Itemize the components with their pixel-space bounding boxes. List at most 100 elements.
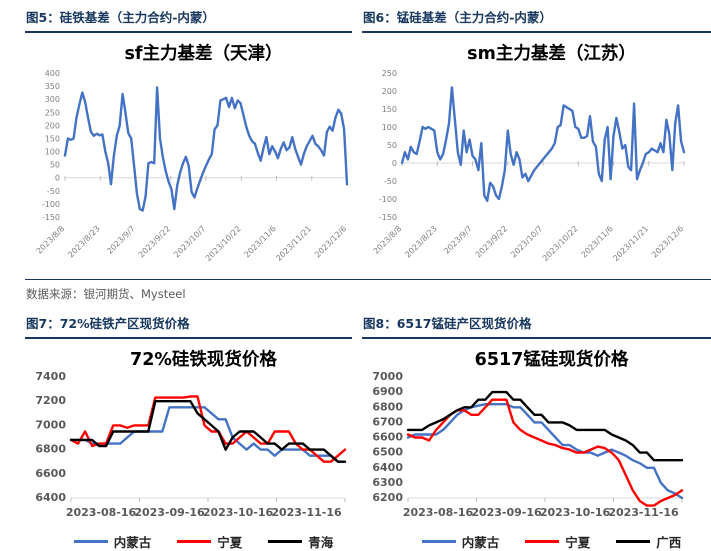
y-axis-tick-label: 100 [382,123,397,132]
x-axis-tick-label: 2023/12/6 [313,224,348,259]
data-source-text: 数据来源：银河期货、Mysteel [26,287,186,301]
y-axis-tick-label: 300 [45,95,60,104]
legend-line-swatch [177,540,212,543]
x-axis-tick-label: 2023-11-16 [271,506,342,519]
y-axis-tick-label: 6300 [372,476,403,489]
legend-item-内蒙古: 内蒙古 [73,532,152,551]
legend-line-swatch [616,540,651,543]
x-axis-tick-label: 2023-09-16 [134,506,205,519]
line-series-广西 [406,390,684,462]
legend-label: 宁夏 [217,535,243,550]
x-axis-tick-label: 2023/8/8 [35,224,67,256]
x-axis-tick-label: 2023/9/22 [137,224,172,259]
y-axis-tick-label: -150 [42,213,60,222]
figure6-label: 图6：锰硅基差（主力合约-内蒙） [362,4,711,33]
line-series-basis [400,86,686,203]
line-series-内蒙古 [406,403,684,500]
legend-item-内蒙古: 内蒙古 [421,532,500,551]
data-source-note: 数据来源：银河期货、Mysteel [25,279,711,306]
y-axis-tick-label: 7000 [35,418,66,431]
sf-spot-price-chart-title: 72%硅铁现货价格 [130,350,277,370]
y-axis-tick-label: 250 [45,108,60,117]
x-axis-tick-label: 2023/12/6 [650,224,685,259]
figure-7-block: 图7：72%硅铁产区现货价格 72%硅铁现货价格 7400 7200 7000 680… [25,310,352,551]
x-axis-tick-label: 2023/9/7 [105,224,137,256]
y-axis-tick-label: 6800 [372,400,403,413]
x-axis-tick-label: 2023-08-16 [66,506,137,519]
y-axis-tick-label: 6700 [372,415,403,428]
sm-spot-price-line-chart: 7000690068006700660065006400630062002023… [372,371,684,519]
y-axis-tick-label: 6500 [372,446,403,459]
y-axis-tick-label: 7200 [35,394,66,407]
sm-basis-chart-title: sm主力基差（江苏） [467,44,636,64]
legend-line-swatch [525,540,560,543]
y-axis-tick-label: -50 [47,187,60,196]
y-axis-tick-label: 150 [45,135,60,144]
top-figures-row: 图5：硅铁基差（主力合约-内蒙） sf主力基差（天津） 400 350 300 250… [0,4,711,265]
x-axis-tick-label: 2023-10-16 [203,506,274,519]
x-axis-tick-label: 2023/8/8 [372,224,404,256]
x-axis-tick-label: 2023/11/6 [580,224,615,259]
x-axis-tick-label: 2023/9/7 [442,224,474,256]
figure-5-block: 图5：硅铁基差（主力合约-内蒙） sf主力基差（天津） 400 350 300 250… [25,4,352,265]
y-axis-tick-label: -50 [384,177,397,186]
sm-spot-price-legend: 内蒙古 宁夏 广西 [362,532,711,551]
y-axis-tick-label: 100 [45,148,60,157]
y-axis-tick-label: 6800 [35,443,66,456]
x-axis-tick-label: 2023-11-16 [608,506,679,519]
legend-item-宁夏: 宁夏 [525,532,590,551]
y-axis-tick-label: 200 [382,87,397,96]
y-axis-tick-label: -100 [379,195,397,204]
y-axis-tick-label: 7400 [35,371,66,383]
legend-item-青海: 青海 [268,532,333,551]
y-axis-tick-label: 0 [55,174,60,183]
bottom-figures-row: 图7：72%硅铁产区现货价格 72%硅铁现货价格 7400 7200 7000 680… [0,310,711,551]
line-series-宁夏 [69,395,347,463]
x-axis-tick-label: 2023/9/22 [474,224,509,259]
x-axis-tick-label: 2023/11/21 [611,224,650,263]
x-axis-tick-label: 2023/10/22 [204,224,243,263]
y-axis-tick-label: 7000 [372,371,403,383]
y-axis-tick-label: 6600 [35,467,66,480]
y-axis-tick-label: 150 [382,105,397,114]
legend-label: 内蒙古 [113,535,152,550]
y-axis-tick-label: 50 [50,161,60,170]
sm-spot-price-chart-title: 6517锰硅现货价格 [474,350,629,370]
legend-label: 宁夏 [565,535,591,550]
legend-label: 青海 [308,535,334,550]
x-axis-tick-label: 2023/11/21 [274,224,313,263]
sf-spot-price-legend: 内蒙古 宁夏 青海 [25,532,352,551]
sf-spot-price-line-chart: 7400 7200 7000 6800 6600 64002023-08-162023-0… [35,371,347,519]
legend-line-swatch [73,540,108,543]
sf-basis-chart-title: sf主力基差（天津） [124,44,283,64]
x-axis-tick-label: 2023-09-16 [471,506,542,519]
x-axis-tick-label: 2023/10/7 [172,224,207,259]
y-axis-tick-label: -150 [379,213,397,222]
legend-item-广西: 广西 [616,532,681,551]
legend-label: 广西 [656,535,682,550]
y-axis-tick-label: 0 [392,159,397,168]
x-axis-tick-label: 2023/10/22 [541,224,580,263]
y-axis-tick-label: 200 [45,121,60,130]
y-axis-tick-label: 6400 [372,461,403,474]
x-axis-tick-label: 2023/11/6 [243,224,278,259]
y-axis-tick-label: 50 [387,141,397,150]
line-series-青海 [69,400,347,463]
y-axis-tick-label: 250 [382,69,397,78]
line-series-内蒙古 [69,406,347,463]
x-axis-tick-label: 2023-08-16 [403,506,474,519]
legend-line-swatch [421,540,456,543]
y-axis-tick-label: -100 [42,200,60,209]
line-series-basis [63,86,349,212]
sm-basis-line-chart: 250 200 150 100 50 0 -50 -100 -150 2023/8/8 2023/8… [372,69,686,263]
legend-item-宁夏: 宁夏 [177,532,242,551]
x-axis-tick-label: 2023-10-16 [540,506,611,519]
figure-6-block: 图6：锰硅基差（主力合约-内蒙） sm主力基差（江苏） 250 200 150 100… [362,4,711,265]
legend-label: 内蒙古 [461,535,500,550]
y-axis-tick-label: 400 [45,69,60,78]
y-axis-tick-label: 6200 [372,491,403,504]
x-axis-tick-label: 2023/8/23 [66,224,101,259]
figure8-label: 图8：6517锰硅产区现货价格 [362,310,711,339]
x-axis-tick-label: 2023/8/23 [403,224,438,259]
